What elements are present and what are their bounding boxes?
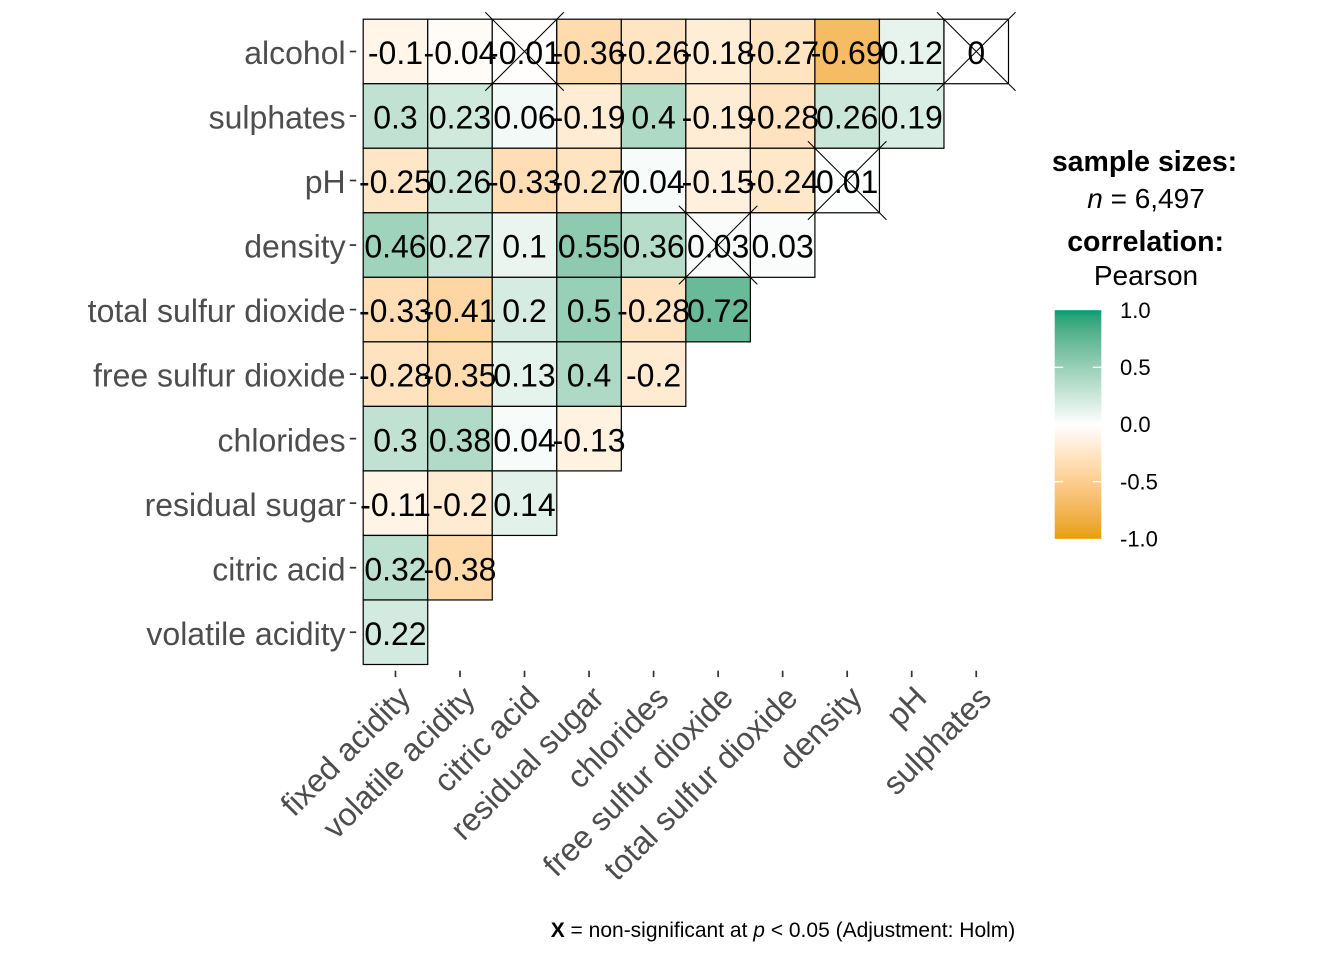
svg-text:-0.69: -0.69 (811, 35, 884, 71)
svg-text:correlation:: correlation: (1067, 226, 1224, 258)
svg-text:-0.28: -0.28 (617, 293, 690, 329)
svg-text:0.12: 0.12 (881, 35, 943, 71)
svg-text:0.0: 0.0 (1120, 412, 1151, 437)
svg-text:0.32: 0.32 (364, 551, 426, 587)
svg-text:0.55: 0.55 (558, 229, 620, 265)
svg-text:-0.33: -0.33 (488, 164, 561, 200)
svg-text:0.13: 0.13 (493, 358, 555, 394)
svg-text:0.1: 0.1 (502, 229, 546, 265)
svg-text:-0.33: -0.33 (359, 293, 432, 329)
svg-text:-0.19: -0.19 (682, 100, 755, 136)
svg-text:0.2: 0.2 (502, 293, 546, 329)
svg-text:0.23: 0.23 (429, 100, 491, 136)
svg-text:-0.15: -0.15 (682, 164, 755, 200)
svg-text:sample sizes:: sample sizes: (1052, 146, 1237, 178)
svg-text:0.14: 0.14 (493, 487, 555, 523)
svg-text:0.26: 0.26 (816, 100, 878, 136)
svg-text:-0.04: -0.04 (424, 35, 497, 71)
svg-text:-0.24: -0.24 (746, 164, 819, 200)
svg-text:0.26: 0.26 (429, 164, 491, 200)
svg-text:chlorides: chlorides (218, 422, 346, 458)
svg-text:-1.0: -1.0 (1120, 527, 1158, 552)
svg-text:-0.38: -0.38 (424, 551, 497, 587)
svg-text:0.04: 0.04 (622, 164, 684, 200)
svg-text:-0.2: -0.2 (432, 487, 487, 523)
svg-text:0.38: 0.38 (429, 422, 491, 458)
svg-text:-0.25: -0.25 (359, 164, 432, 200)
svg-text:-0.28: -0.28 (746, 100, 819, 136)
svg-text:-0.36: -0.36 (553, 35, 626, 71)
svg-text:-0.26: -0.26 (617, 35, 690, 71)
svg-text:0.5: 0.5 (1120, 355, 1151, 380)
svg-text:0.46: 0.46 (364, 229, 426, 265)
svg-text:0.04: 0.04 (493, 422, 555, 458)
svg-text:-0.11: -0.11 (360, 487, 431, 523)
svg-text:0.19: 0.19 (881, 100, 943, 136)
svg-text:residual sugar: residual sugar (145, 487, 346, 523)
svg-text:0.36: 0.36 (622, 229, 684, 265)
svg-text:0.4: 0.4 (567, 358, 611, 394)
svg-text:free sulfur dioxide: free sulfur dioxide (93, 358, 346, 394)
svg-text:0.4: 0.4 (631, 100, 675, 136)
svg-text:0.3: 0.3 (373, 422, 417, 458)
svg-text:-0.19: -0.19 (553, 100, 626, 136)
svg-text:-0.13: -0.13 (553, 422, 626, 458)
svg-text:citric acid: citric acid (212, 551, 345, 587)
svg-text:-0.41: -0.41 (424, 293, 497, 329)
svg-text:volatile acidity: volatile acidity (146, 616, 345, 652)
svg-text:0.22: 0.22 (364, 616, 426, 652)
svg-text:0.03: 0.03 (687, 229, 749, 265)
svg-text:-0.27: -0.27 (553, 164, 626, 200)
svg-text:-0.27: -0.27 (746, 35, 819, 71)
svg-text:X = non-significant at p < 0.0: X = non-significant at p < 0.05 (Adjustm… (551, 919, 1016, 942)
svg-text:0: 0 (967, 35, 985, 71)
svg-text:0.5: 0.5 (567, 293, 611, 329)
svg-text:0.06: 0.06 (493, 100, 555, 136)
svg-text:sulphates: sulphates (209, 100, 346, 136)
svg-text:pH: pH (305, 164, 346, 200)
svg-text:density: density (244, 229, 345, 265)
svg-text:total sulfur dioxide: total sulfur dioxide (88, 293, 346, 329)
svg-text:1.0: 1.0 (1120, 298, 1151, 323)
svg-text:-0.01: -0.01 (488, 35, 561, 71)
svg-text:-0.1: -0.1 (368, 35, 423, 71)
svg-text:0.27: 0.27 (429, 229, 491, 265)
svg-text:-0.2: -0.2 (626, 358, 681, 394)
svg-text:alcohol: alcohol (244, 35, 345, 71)
svg-text:0.01: 0.01 (816, 164, 878, 200)
svg-text:0.72: 0.72 (687, 293, 749, 329)
svg-text:n = 6,497: n = 6,497 (1087, 183, 1205, 214)
svg-text:-0.28: -0.28 (359, 358, 432, 394)
svg-text:0.03: 0.03 (751, 229, 813, 265)
svg-text:Pearson: Pearson (1094, 260, 1198, 291)
svg-text:0.3: 0.3 (373, 100, 417, 136)
svg-text:-0.18: -0.18 (682, 35, 755, 71)
svg-text:-0.35: -0.35 (424, 358, 497, 394)
svg-text:-0.5: -0.5 (1120, 469, 1158, 494)
